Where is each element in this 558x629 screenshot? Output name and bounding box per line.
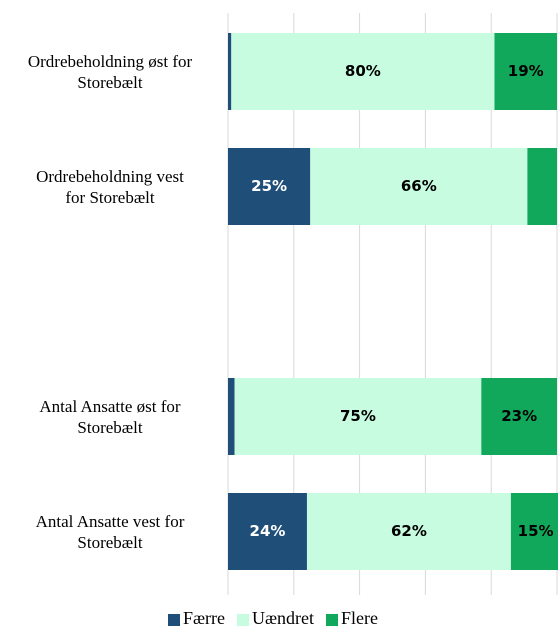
legend-label: Færre: [183, 608, 225, 628]
value-label: 15%: [518, 522, 554, 540]
bar-segment: [310, 148, 528, 225]
value-label: 23%: [501, 407, 537, 425]
legend-swatch: [168, 614, 180, 626]
value-label: 24%: [250, 522, 286, 540]
value-label: 66%: [401, 177, 437, 195]
category-label: Ordrebeholdning vest for Storebælt: [36, 166, 184, 207]
category-label: Antal Ansatte vest for Storebælt: [35, 511, 185, 552]
bar-segment: [527, 148, 557, 225]
category-label: Antal Ansatte øst for Storebælt: [39, 396, 181, 437]
value-label: 75%: [340, 407, 376, 425]
bar-segment: [228, 378, 235, 455]
bar-segment: [481, 378, 557, 455]
bar-segment: [228, 148, 311, 225]
legend-swatch: [326, 614, 338, 626]
bar-segment: [494, 33, 557, 110]
bar-segment: [510, 493, 558, 570]
value-label: 80%: [345, 62, 381, 80]
category-label: Ordrebeholdning øst for Storebælt: [27, 51, 193, 92]
value-label: 25%: [251, 177, 287, 195]
bar-segment: [306, 493, 511, 570]
bar-segment: [228, 493, 307, 570]
bar-segment: [234, 378, 482, 455]
legend-label: Uændret: [252, 608, 314, 628]
legend-swatch: [237, 614, 249, 626]
bar-segment: [231, 33, 495, 110]
value-label: 62%: [391, 522, 427, 540]
value-label: 19%: [508, 62, 544, 80]
legend-label: Flere: [341, 608, 378, 628]
bar-segment: [228, 33, 232, 110]
